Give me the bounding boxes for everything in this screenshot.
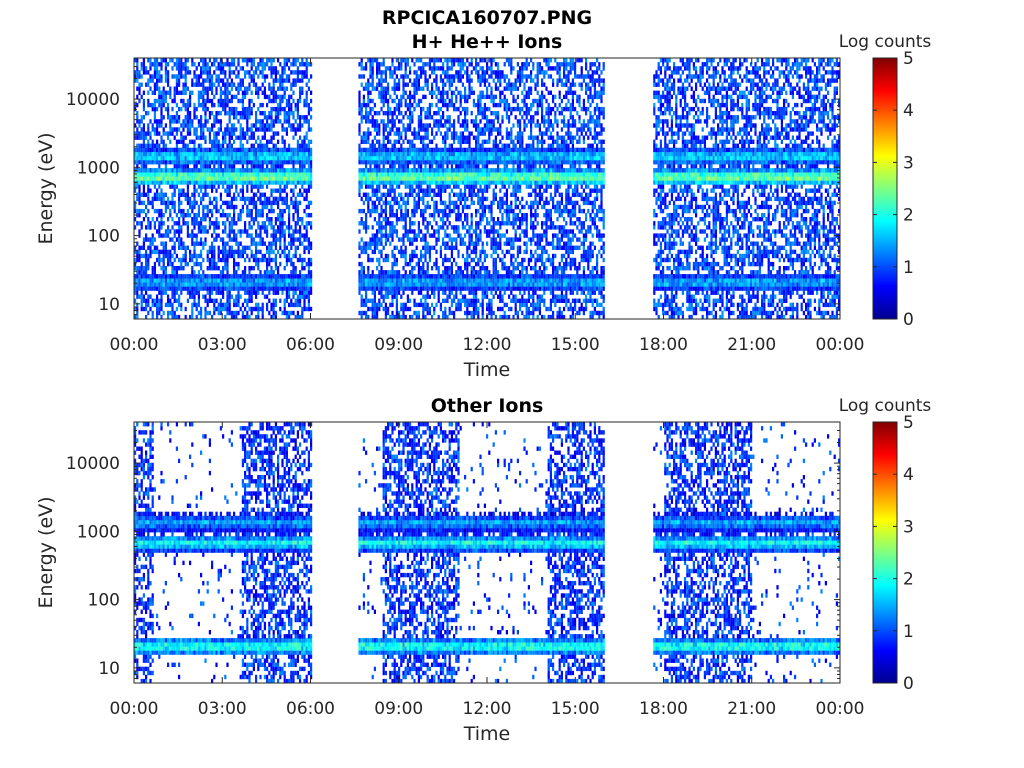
colorbar-tick-label: 5 <box>903 413 914 433</box>
colorbar-label: Log counts <box>839 396 932 416</box>
x-tick-label: 00:00 <box>110 335 159 355</box>
panel-2: 00:00 03:00 06:00 09:00 12:00 15:00 18:00 21:00… <box>35 395 931 745</box>
y-tick-label: 10 <box>98 659 120 679</box>
y-axis-label: Energy (eV) <box>35 132 57 244</box>
x-tick-label: 21:00 <box>727 699 776 719</box>
y-axis-label: Energy (eV) <box>35 496 57 608</box>
y-tick-label: 1000 <box>77 522 120 542</box>
x-tick-label: 00:00 <box>110 699 159 719</box>
x-tick-label: 18:00 <box>639 699 688 719</box>
y-tick-label: 10 <box>98 295 120 315</box>
colorbar <box>873 422 897 683</box>
x-tick-label: 00:00 <box>816 699 865 719</box>
panel-1: 00:00 03:00 06:00 09:00 12:00 15:00 18:00 21:00… <box>35 31 931 381</box>
colorbar <box>873 58 897 319</box>
colorbar-tick-label: 4 <box>903 101 914 121</box>
x-tick-label: 06:00 <box>286 335 335 355</box>
x-tick-label: 06:00 <box>286 699 335 719</box>
y-tick-label: 1000 <box>77 158 120 178</box>
colorbar-tick-label: 1 <box>903 258 914 278</box>
x-tick-label: 03:00 <box>198 699 247 719</box>
x-tick-label: 15:00 <box>551 335 600 355</box>
colorbar-tick-label: 4 <box>903 465 914 485</box>
panel-title: Other Ions <box>431 395 544 417</box>
colorbar-tick-label: 2 <box>903 570 914 590</box>
x-tick-label: 12:00 <box>463 699 512 719</box>
panel-title: H+ He++ Ions <box>412 31 563 53</box>
x-axis-label: Time <box>463 723 511 745</box>
colorbar-tick-label: 3 <box>903 153 914 173</box>
x-tick-label: 09:00 <box>374 335 423 355</box>
y-tick-label: 100 <box>88 591 120 611</box>
colorbar-tick-label: 0 <box>903 674 914 694</box>
x-tick-label: 00:00 <box>816 335 865 355</box>
spectrogram-cells <box>134 422 840 683</box>
y-tick-label: 10000 <box>66 454 120 474</box>
x-tick-label: 15:00 <box>551 699 600 719</box>
x-tick-label: 09:00 <box>374 699 423 719</box>
colorbar-tick-label: 0 <box>903 310 914 330</box>
x-tick-label: 12:00 <box>463 335 512 355</box>
y-tick-label: 100 <box>88 227 120 247</box>
colorbar-tick-label: 1 <box>903 622 914 642</box>
colorbar-label: Log counts <box>839 32 932 52</box>
spectrogram-cells <box>134 58 840 319</box>
y-tick-label: 10000 <box>66 90 120 110</box>
x-axis-label: Time <box>463 359 511 381</box>
x-tick-label: 21:00 <box>727 335 776 355</box>
colorbar-tick-label: 2 <box>903 206 914 226</box>
x-tick-label: 03:00 <box>198 335 247 355</box>
colorbar-tick-label: 5 <box>903 49 914 69</box>
x-tick-label: 18:00 <box>639 335 688 355</box>
colorbar-tick-label: 3 <box>903 517 914 537</box>
figure-title: RPCICA160707.PNG <box>382 7 592 29</box>
